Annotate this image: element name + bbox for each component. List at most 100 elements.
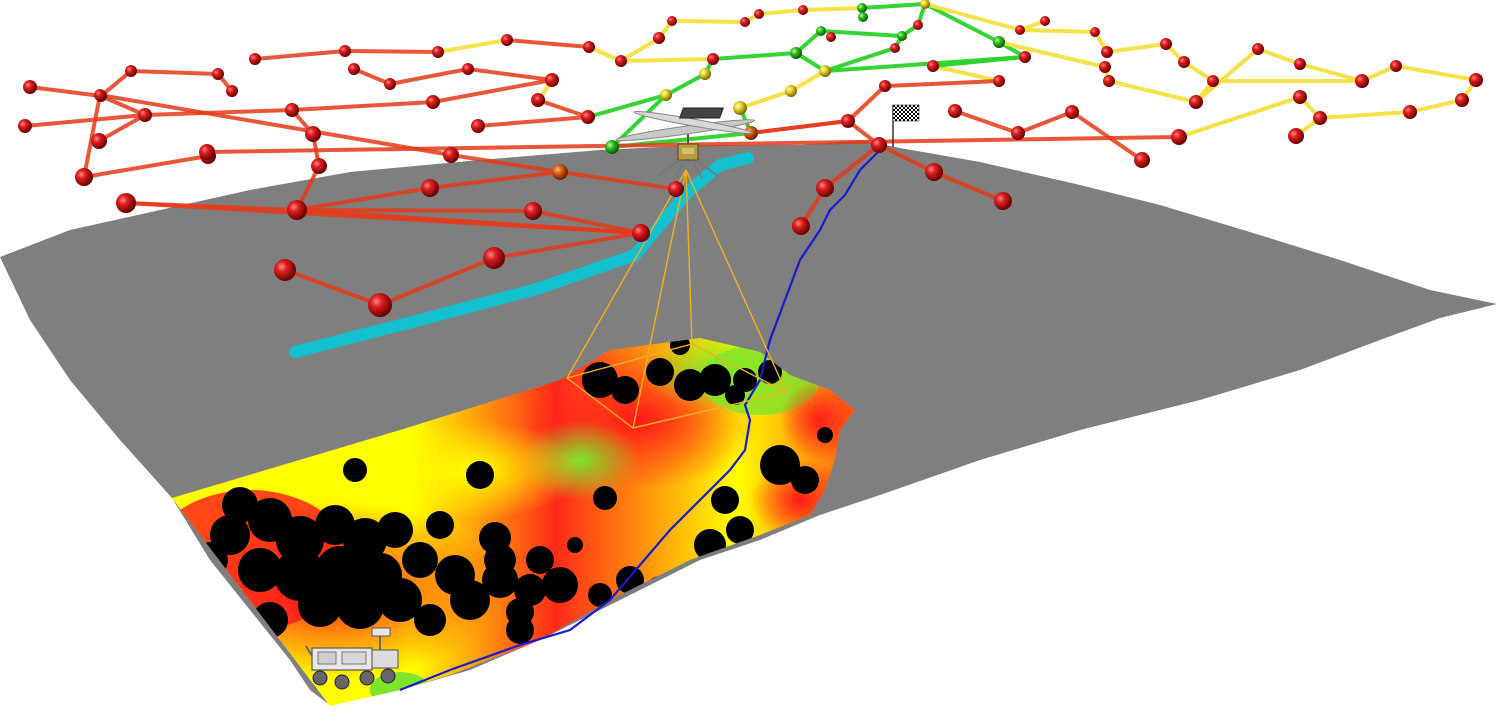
- graph-edge: [428, 170, 562, 190]
- graph-node: [819, 65, 831, 77]
- graph-node: [311, 158, 327, 174]
- helicopter-icon: [615, 107, 756, 179]
- graph-node: [1134, 152, 1150, 168]
- graph-node: [699, 68, 711, 80]
- graph-edge: [290, 100, 435, 112]
- graph-edge: [860, 2, 927, 10]
- graph-node: [339, 45, 351, 57]
- graph-edge: [558, 170, 678, 191]
- graph-node: [1065, 105, 1079, 119]
- graph-edge: [129, 69, 220, 76]
- graph-node: [212, 68, 224, 80]
- graph-node: [285, 103, 299, 117]
- graph-node: [1207, 75, 1219, 87]
- graph-node: [1288, 128, 1304, 144]
- graph-node: [274, 259, 296, 281]
- sample-graph-nodes: [18, 0, 1483, 317]
- rover-icon: [305, 627, 399, 690]
- graph-edge: [124, 201, 643, 235]
- graph-edge: [711, 51, 798, 61]
- graph-node: [785, 85, 797, 97]
- graph-node: [667, 16, 677, 26]
- graph-node: [632, 224, 650, 242]
- rover-trail: [399, 149, 881, 692]
- graph-edge: [749, 119, 850, 135]
- graph-node: [1294, 58, 1306, 70]
- graph-node: [1252, 43, 1264, 55]
- graph-edge: [476, 115, 590, 128]
- graph-node: [1189, 95, 1203, 109]
- graph-node: [1313, 111, 1327, 125]
- graph-edge: [531, 209, 643, 235]
- graph-edge: [619, 36, 661, 63]
- graph-node: [841, 114, 855, 128]
- graph-node: [581, 110, 595, 124]
- graph-edge: [1177, 95, 1302, 139]
- graph-edge: [431, 78, 554, 104]
- graph-node: [226, 85, 238, 97]
- graph-edge: [536, 98, 590, 119]
- graph-node: [798, 5, 808, 15]
- graph-node: [993, 36, 1005, 48]
- graph-node: [615, 55, 627, 67]
- graph-node: [545, 73, 559, 87]
- graph-node: [199, 144, 215, 160]
- graph-edge: [505, 38, 591, 49]
- graph-edge: [846, 84, 887, 123]
- graph-node: [23, 80, 37, 94]
- graph-node: [653, 32, 665, 44]
- sample-graph-edges: [23, 2, 1478, 307]
- graph-node: [94, 89, 106, 101]
- graph-node: [816, 179, 834, 197]
- graph-node: [471, 119, 485, 133]
- graph-node: [993, 75, 1005, 87]
- graph-edge: [436, 38, 509, 54]
- graph-edge: [586, 93, 668, 119]
- graph-node: [1403, 105, 1417, 119]
- graph-edge: [789, 69, 827, 93]
- graph-node: [920, 0, 930, 9]
- graph-edge: [352, 67, 392, 86]
- graph-node: [1099, 61, 1111, 73]
- graph-node: [1019, 51, 1031, 63]
- graph-node: [116, 193, 136, 213]
- graph-node: [1455, 93, 1469, 107]
- graph-node: [583, 41, 595, 53]
- graph-node: [826, 32, 836, 42]
- graph-node: [75, 168, 93, 186]
- graph-edge: [1298, 62, 1364, 83]
- graph-edge: [997, 40, 1107, 69]
- graph-edge: [932, 170, 1005, 203]
- graph-edge: [819, 29, 904, 38]
- helicopter-path: [289, 152, 754, 358]
- graph-node: [925, 163, 943, 181]
- graph-edge: [931, 55, 1027, 68]
- graph-edge: [82, 93, 102, 179]
- graph-edge: [801, 6, 864, 12]
- graph-node: [871, 137, 887, 153]
- graph-node: [524, 202, 542, 220]
- graph-node: [426, 95, 440, 109]
- graph-node: [1101, 46, 1113, 58]
- graph-node: [858, 12, 868, 22]
- graph-edge: [883, 79, 1001, 88]
- graph-node: [994, 192, 1012, 210]
- graph-edge: [1256, 47, 1302, 66]
- graph-node: [792, 217, 810, 235]
- graph-edge: [295, 208, 535, 213]
- graph-node: [1390, 60, 1402, 72]
- graph-node: [1160, 38, 1172, 50]
- graph-node: [1103, 75, 1115, 87]
- graph-edge: [99, 69, 133, 98]
- graph-edge: [738, 89, 793, 110]
- graph-node: [138, 108, 152, 122]
- graph-edge: [1016, 110, 1074, 135]
- graph-edge: [97, 113, 147, 143]
- graph-node: [897, 31, 907, 41]
- graph-node: [754, 9, 764, 19]
- graph-edge: [923, 2, 1001, 44]
- graph-edge: [378, 256, 496, 307]
- graph-node: [287, 200, 307, 220]
- graph-edge: [877, 143, 936, 174]
- graph-node: [348, 63, 360, 75]
